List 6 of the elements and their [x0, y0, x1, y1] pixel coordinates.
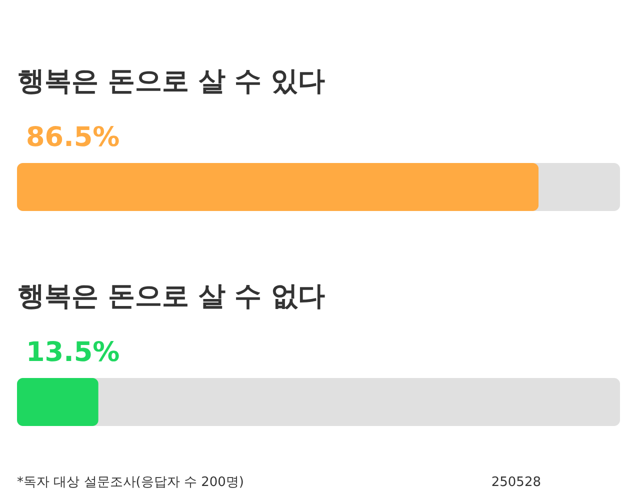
- y-tick-label: 행복은 돈으로 살 수 없다: [18, 280, 326, 312]
- data-label: 13.5%: [26, 336, 120, 368]
- text: *독자 대상 설문조사(응답자 수 200명): [17, 475, 244, 490]
- data-label: 86.5%: [26, 122, 120, 154]
- text: 250528: [491, 475, 541, 490]
- y-tick-label: 행복은 돈으로 살 수 있다: [18, 66, 326, 98]
